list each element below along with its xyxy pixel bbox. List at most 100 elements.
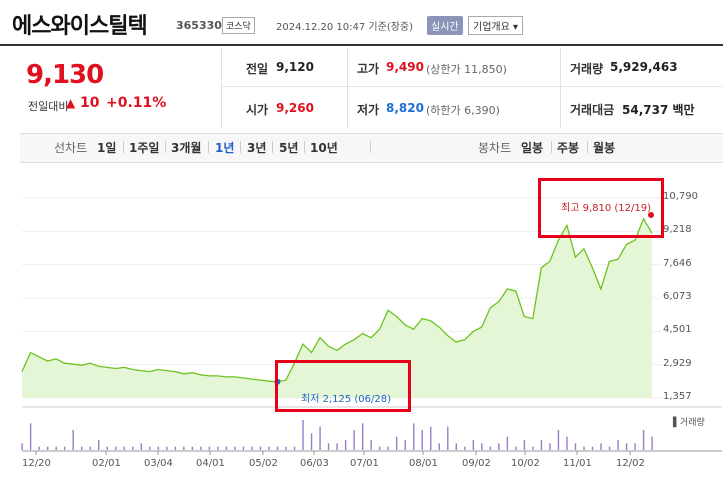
volume-value: 5,929,463	[610, 60, 678, 74]
volume-bar	[566, 436, 568, 450]
prev-close-label: 전일	[246, 62, 269, 76]
tab-10y[interactable]: 10년	[310, 141, 338, 155]
volume-bar	[344, 440, 347, 450]
volume-bar	[361, 423, 364, 450]
quote-datetime: 2024.12.20 10:47 기준(장중)	[276, 22, 414, 33]
prev-close-value: 9,120	[276, 60, 314, 74]
volume-bar	[319, 426, 321, 450]
tab-1w[interactable]: 1주일	[129, 141, 160, 155]
volume-bar	[174, 446, 177, 450]
volume-bar	[242, 446, 245, 450]
low-annotation: 최저 2,125 (06/28)	[301, 394, 392, 405]
current-price: 9,130	[26, 60, 104, 90]
volume-bar	[634, 443, 636, 450]
y-tick-label: 1,357	[663, 391, 692, 402]
candle-chart-heading: 봉차트	[478, 141, 512, 155]
volume-bar	[608, 446, 611, 450]
volume-bar	[157, 446, 160, 450]
open-label: 시가	[246, 103, 269, 117]
change-percent: +0.11%	[106, 95, 167, 111]
volume-bar	[617, 440, 619, 450]
high-value: 9,490	[386, 60, 424, 74]
volume-bar	[625, 443, 628, 450]
y-tick-label: 10,790	[663, 191, 698, 202]
volume-bar	[455, 443, 457, 450]
volume-label: 거래량	[570, 62, 604, 76]
x-tick-label: 03/04	[144, 458, 173, 469]
volume-bar	[498, 443, 500, 450]
tab-monthly[interactable]: 월봉	[593, 141, 616, 155]
realtime-button[interactable]: 실시간	[427, 16, 463, 35]
top-divider	[0, 44, 723, 46]
volume-legend: ▌거래량	[673, 418, 705, 428]
volume-bar	[89, 446, 91, 450]
tab-3m[interactable]: 3개월	[171, 141, 202, 155]
volume-bar	[285, 446, 287, 450]
volume-bar	[55, 446, 57, 450]
volume-bar	[583, 446, 585, 450]
change-value: 10	[80, 95, 100, 111]
trade-amount-label: 거래대금	[570, 103, 615, 117]
volume-bar	[591, 446, 594, 450]
volume-bar	[387, 446, 389, 450]
tab-separator	[272, 141, 273, 153]
x-tick-label: 12/20	[22, 458, 51, 469]
tab-separator	[165, 141, 166, 153]
volume-bar	[532, 446, 534, 450]
volume-bar	[293, 446, 296, 450]
chart-tab-bar	[20, 133, 723, 163]
company-overview-dropdown[interactable]: 기업개요 ▾	[468, 16, 523, 35]
tab-1d[interactable]: 1일	[97, 141, 117, 155]
volume-bar	[123, 446, 125, 450]
volume-bar	[225, 446, 228, 450]
tab-daily[interactable]: 일봉	[521, 141, 544, 155]
volume-bar	[651, 436, 653, 450]
volume-bar	[115, 446, 117, 450]
market-badge: 코스닥	[222, 17, 255, 34]
stock-title: 에스와이스틸텍	[12, 14, 148, 39]
volume-bar	[259, 446, 262, 450]
tab-5y[interactable]: 5년	[279, 141, 299, 155]
low-label: 저가	[357, 103, 380, 117]
tab-separator	[208, 141, 209, 153]
volume-bar	[21, 443, 23, 450]
volume-bar	[149, 446, 151, 450]
y-tick-label: 2,929	[663, 357, 692, 369]
divider	[560, 48, 561, 128]
x-tick-label: 11/01	[563, 458, 592, 469]
volume-bar	[523, 440, 526, 450]
tab-weekly[interactable]: 주봉	[557, 141, 580, 155]
stock-code: 365330	[176, 19, 222, 32]
row-divider	[222, 86, 723, 87]
volume-bar	[191, 446, 194, 450]
volume-bar	[132, 446, 134, 450]
x-tick-label: 08/01	[409, 458, 438, 469]
volume-bar	[200, 446, 202, 450]
high-label: 고가	[357, 62, 380, 76]
volume-bar	[251, 446, 253, 450]
volume-bar	[549, 443, 551, 450]
volume-bar	[642, 430, 645, 450]
x-tick-label: 02/01	[92, 458, 121, 469]
high-annotation: 최고 9,810 (12/19)	[561, 203, 652, 214]
tab-separator	[304, 141, 305, 153]
tab-separator	[240, 141, 241, 153]
volume-bar	[447, 426, 449, 450]
volume-bar	[38, 446, 40, 450]
line-chart-heading: 선차트	[54, 141, 88, 155]
tab-1y[interactable]: 1년	[215, 141, 235, 155]
tab-3y[interactable]: 3년	[247, 141, 267, 155]
volume-bar	[302, 420, 304, 450]
change-label: 전일대비	[28, 100, 69, 113]
volume-bar	[378, 446, 381, 450]
tab-separator	[587, 141, 588, 153]
upper-limit: (상한가 11,850)	[426, 63, 507, 76]
low-value: 8,820	[386, 101, 424, 115]
volume-bar	[472, 440, 475, 450]
volume-bar	[310, 433, 313, 450]
volume-bar	[413, 423, 415, 450]
volume-bar	[140, 443, 142, 450]
volume-bar	[489, 446, 492, 450]
x-tick-label: 07/01	[350, 458, 379, 469]
